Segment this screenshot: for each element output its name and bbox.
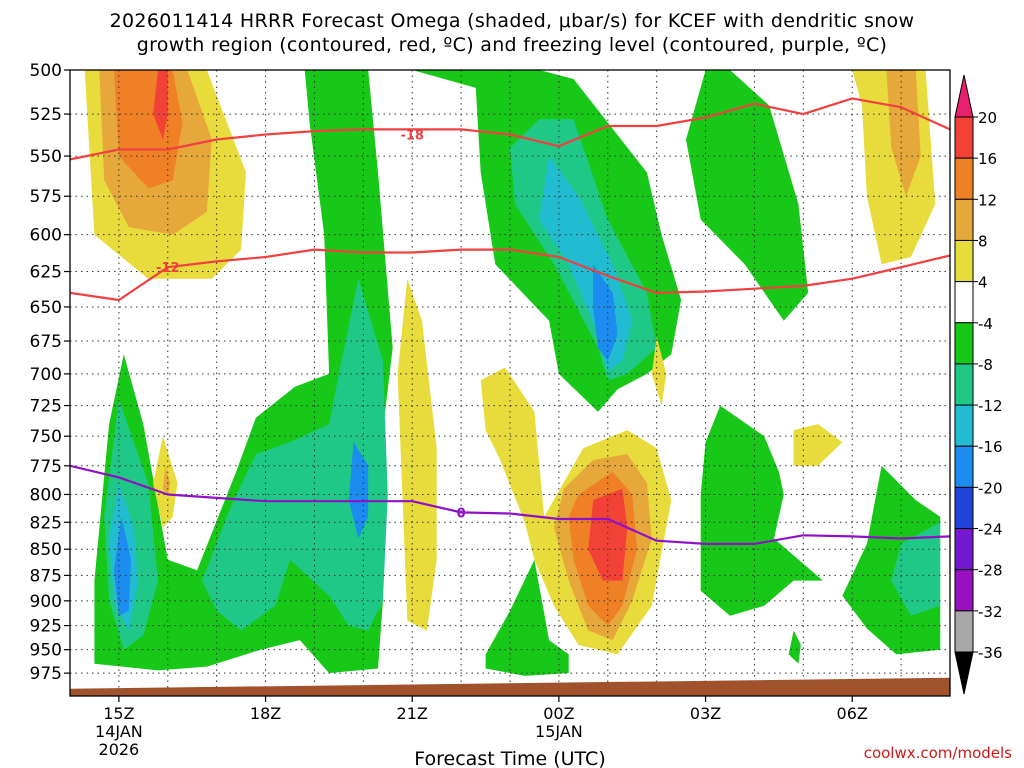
colorbar-box-2 — [954, 198, 974, 241]
omega-region-14 — [686, 70, 809, 321]
colorbar-label-10: -24 — [978, 521, 1003, 539]
y-tick-label-625: 625 — [30, 263, 62, 283]
x-tick-label-03Z: 03Z — [690, 704, 721, 723]
y-tick-label-725: 725 — [30, 397, 62, 417]
colorbar-box-0 — [954, 116, 974, 159]
colorbar-label-3: 8 — [978, 232, 988, 250]
y-tick-label-750: 750 — [30, 427, 62, 447]
x-tick-year-15Z: 2026 — [99, 740, 140, 759]
y-tick-label-875: 875 — [30, 566, 62, 586]
y-tick-label-850: 850 — [30, 540, 62, 560]
colorbar-label-13: -36 — [978, 644, 1003, 662]
omega-region-9 — [114, 516, 132, 616]
colorbar-label-8: -16 — [978, 438, 1003, 456]
omega-region-24 — [397, 278, 437, 631]
colorbar-box-6 — [954, 363, 974, 406]
y-tick-label-825: 825 — [30, 513, 62, 533]
omega-region-23 — [588, 488, 628, 581]
colorbar-box-9 — [954, 486, 974, 530]
isotherm-m12-label: -12 — [156, 261, 180, 276]
colorbar-label-6: -8 — [978, 356, 993, 374]
y-tick-label-550: 550 — [30, 147, 62, 167]
y-tick-label-575: 575 — [30, 187, 62, 207]
omega-region-28 — [793, 424, 843, 466]
colorbar-label-5: -4 — [978, 315, 993, 333]
y-tick-label-775: 775 — [30, 457, 62, 477]
colorbar-box-8 — [954, 445, 974, 488]
colorbar-label-2: 12 — [978, 191, 997, 209]
colorbar-top-arrow — [954, 74, 974, 118]
colorbar-label-0: 20 — [978, 109, 997, 127]
omega-region-19 — [788, 630, 801, 664]
omega-region-5 — [202, 278, 388, 631]
isotherm-m18 — [70, 97, 950, 161]
colorbar-label-9: -20 — [978, 479, 1003, 497]
chart-title-line-1: 2026011414 HRRR Forecast Omega (shaded, … — [109, 10, 915, 32]
x-tick-label-21Z: 21Z — [397, 704, 428, 723]
y-tick-label-675: 675 — [30, 332, 62, 352]
y-tick-label-925: 925 — [30, 617, 62, 637]
omega-region-3 — [153, 70, 168, 140]
colorbar: 20 16 12 8 4 -4 -8 -12 -16 -20 -24 -28 -32 -36 — [954, 74, 1003, 695]
colorbar-label-1: 16 — [978, 150, 997, 168]
colorbar-label-11: -28 — [978, 562, 1003, 580]
y-tick-label-500: 500 — [30, 61, 62, 81]
y-tick-label-900: 900 — [30, 592, 62, 612]
dotted-grid — [70, 69, 950, 696]
x-tick-date-15Z: 14JAN — [95, 722, 143, 741]
y-tick-label-525: 525 — [30, 105, 62, 125]
y-tick-label-975: 975 — [30, 664, 62, 684]
y-tick-label-600: 600 — [30, 226, 62, 246]
x-tick-label-06Z: 06Z — [837, 704, 868, 723]
colorbar-label-7: -12 — [978, 397, 1003, 415]
y-tick-label-950: 950 — [30, 641, 62, 661]
colorbar-box-4 — [954, 281, 974, 324]
colorbar-box-10 — [954, 528, 974, 571]
contour-layer: -18 -12 0 — [70, 97, 950, 546]
y-axis: 500 525 550 575 600 625 650 675 700 725 750 775 800 8… — [30, 61, 70, 684]
freezing-level-contour-label: 0 — [457, 506, 466, 521]
x-tick-date-00Z: 15JAN — [535, 722, 583, 741]
y-tick-label-800: 800 — [30, 485, 62, 505]
omega-region-27 — [651, 337, 667, 406]
omega-region-26 — [162, 465, 171, 495]
credit-text: coolwx.com/models — [863, 744, 1012, 762]
x-tick-label-18Z: 18Z — [250, 704, 281, 723]
plot-frame — [69, 69, 951, 697]
x-tick-label-00Z: 00Z — [543, 704, 574, 723]
x-axis-label: Forecast Time (UTC) — [414, 748, 605, 768]
omega-region-18 — [485, 559, 569, 676]
y-tick-label-700: 700 — [30, 365, 62, 385]
isotherm-m18-label: -18 — [400, 128, 424, 143]
colorbar-box-12 — [954, 610, 974, 653]
colorbar-box-11 — [954, 569, 974, 612]
omega-region-17 — [891, 522, 941, 616]
terrain-ground — [70, 677, 950, 696]
y-tick-label-650: 650 — [30, 298, 62, 318]
omega-shading-layer — [84, 70, 941, 676]
x-tick-label-15Z: 15Z — [103, 704, 134, 723]
colorbar-bottom-arrow — [954, 651, 974, 695]
omega-region-13 — [593, 264, 618, 361]
colorbar-label-12: -32 — [978, 603, 1003, 621]
omega-region-30 — [886, 70, 921, 197]
colorbar-box-1 — [954, 157, 974, 200]
chart-title-line-2: growth region (contoured, red, ºC) and f… — [136, 34, 888, 56]
isotherm-m12 — [70, 248, 950, 302]
freezing-level-contour — [70, 464, 950, 546]
colorbar-box-5 — [954, 322, 974, 365]
colorbar-label-4: 4 — [978, 274, 988, 292]
omega-region-15 — [700, 405, 823, 616]
colorbar-box-3 — [954, 239, 974, 283]
terrain-layer — [70, 677, 950, 696]
colorbar-box-7 — [954, 404, 974, 447]
